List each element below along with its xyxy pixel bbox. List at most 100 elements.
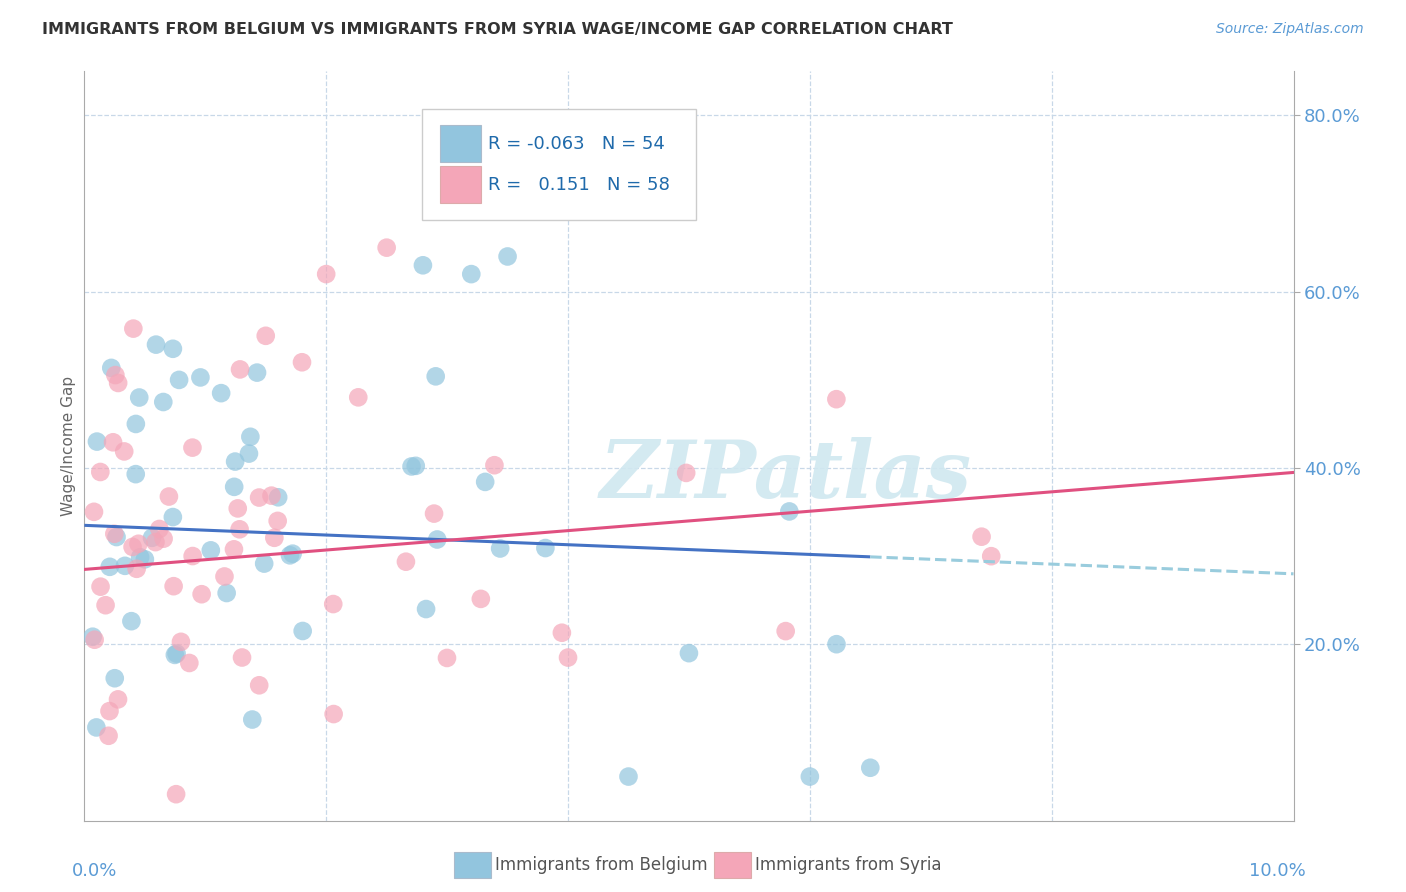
Point bbox=[775, 624, 797, 639]
Point bbox=[190, 587, 212, 601]
Point bbox=[181, 549, 204, 563]
Point bbox=[122, 321, 145, 335]
Point bbox=[114, 558, 136, 573]
Point bbox=[228, 522, 250, 536]
Point bbox=[436, 651, 458, 665]
Point bbox=[101, 435, 124, 450]
Point bbox=[82, 630, 104, 644]
Point bbox=[253, 557, 276, 571]
Point bbox=[128, 391, 150, 405]
Point bbox=[322, 707, 344, 722]
Text: Immigrants from Belgium: Immigrants from Belgium bbox=[495, 856, 707, 874]
Point bbox=[229, 362, 252, 376]
Point bbox=[825, 392, 848, 407]
Point bbox=[83, 632, 105, 647]
Point bbox=[778, 504, 800, 518]
Point bbox=[405, 458, 427, 473]
Point bbox=[83, 505, 105, 519]
Point bbox=[86, 721, 108, 735]
Point bbox=[125, 562, 148, 576]
Point bbox=[678, 646, 700, 660]
Point bbox=[231, 650, 253, 665]
Point bbox=[246, 366, 269, 380]
Point bbox=[263, 531, 285, 545]
Point bbox=[267, 490, 290, 504]
Point bbox=[496, 250, 519, 264]
Point bbox=[112, 444, 135, 458]
Point bbox=[125, 467, 148, 482]
Point bbox=[322, 597, 344, 611]
Point bbox=[470, 591, 492, 606]
Point bbox=[157, 490, 180, 504]
Text: 10.0%: 10.0% bbox=[1249, 862, 1306, 880]
Point bbox=[423, 507, 446, 521]
Point bbox=[266, 514, 288, 528]
Point bbox=[226, 501, 249, 516]
Point bbox=[100, 360, 122, 375]
Point bbox=[970, 530, 993, 544]
Point bbox=[426, 533, 449, 547]
Text: IMMIGRANTS FROM BELGIUM VS IMMIGRANTS FROM SYRIA WAGE/INCOME GAP CORRELATION CHA: IMMIGRANTS FROM BELGIUM VS IMMIGRANTS FR… bbox=[42, 22, 953, 37]
Point bbox=[145, 337, 167, 351]
Point bbox=[489, 541, 512, 556]
Point bbox=[534, 541, 557, 555]
Text: Source: ZipAtlas.com: Source: ZipAtlas.com bbox=[1216, 22, 1364, 37]
Point bbox=[98, 559, 121, 574]
Text: Immigrants from Syria: Immigrants from Syria bbox=[755, 856, 942, 874]
Point bbox=[224, 480, 246, 494]
Point bbox=[120, 614, 142, 628]
Point bbox=[104, 671, 127, 685]
Point bbox=[179, 656, 201, 670]
Point bbox=[97, 729, 120, 743]
Point bbox=[238, 447, 260, 461]
Point bbox=[460, 267, 482, 281]
Point bbox=[395, 555, 418, 569]
Point bbox=[148, 522, 170, 536]
Point bbox=[215, 586, 238, 600]
Point bbox=[141, 531, 163, 545]
Point bbox=[165, 787, 187, 801]
Y-axis label: Wage/Income Gap: Wage/Income Gap bbox=[60, 376, 76, 516]
Text: R =   0.151   N = 58: R = 0.151 N = 58 bbox=[488, 176, 669, 194]
Point bbox=[86, 434, 108, 449]
Point bbox=[90, 580, 112, 594]
Point bbox=[162, 579, 184, 593]
Point bbox=[166, 647, 188, 661]
Point bbox=[125, 417, 148, 431]
Point bbox=[224, 454, 246, 468]
Point bbox=[105, 530, 128, 544]
Point bbox=[240, 713, 263, 727]
Point bbox=[859, 761, 882, 775]
Point bbox=[181, 441, 204, 455]
Point bbox=[163, 648, 186, 662]
Point bbox=[825, 637, 848, 651]
Point bbox=[315, 267, 337, 281]
Point bbox=[799, 770, 821, 784]
Point bbox=[134, 552, 156, 566]
Point bbox=[474, 475, 496, 489]
Point bbox=[152, 532, 174, 546]
Point bbox=[425, 369, 447, 384]
Point bbox=[415, 602, 437, 616]
Text: 0.0%: 0.0% bbox=[72, 862, 118, 880]
Point bbox=[145, 535, 167, 549]
Point bbox=[291, 624, 314, 638]
Point bbox=[557, 650, 579, 665]
Point bbox=[551, 625, 574, 640]
Text: ZIPatlas: ZIPatlas bbox=[599, 437, 972, 515]
Point bbox=[401, 459, 423, 474]
Point bbox=[980, 549, 1002, 564]
Point bbox=[170, 635, 193, 649]
Point bbox=[94, 598, 117, 612]
Point bbox=[89, 465, 111, 479]
Point bbox=[107, 692, 129, 706]
Point bbox=[222, 542, 245, 557]
Point bbox=[254, 328, 277, 343]
Point bbox=[484, 458, 506, 473]
Point bbox=[281, 547, 304, 561]
Point bbox=[209, 386, 232, 401]
Point bbox=[121, 540, 143, 554]
Point bbox=[98, 704, 121, 718]
Point bbox=[200, 543, 222, 558]
Text: R = -0.063   N = 54: R = -0.063 N = 54 bbox=[488, 135, 665, 153]
